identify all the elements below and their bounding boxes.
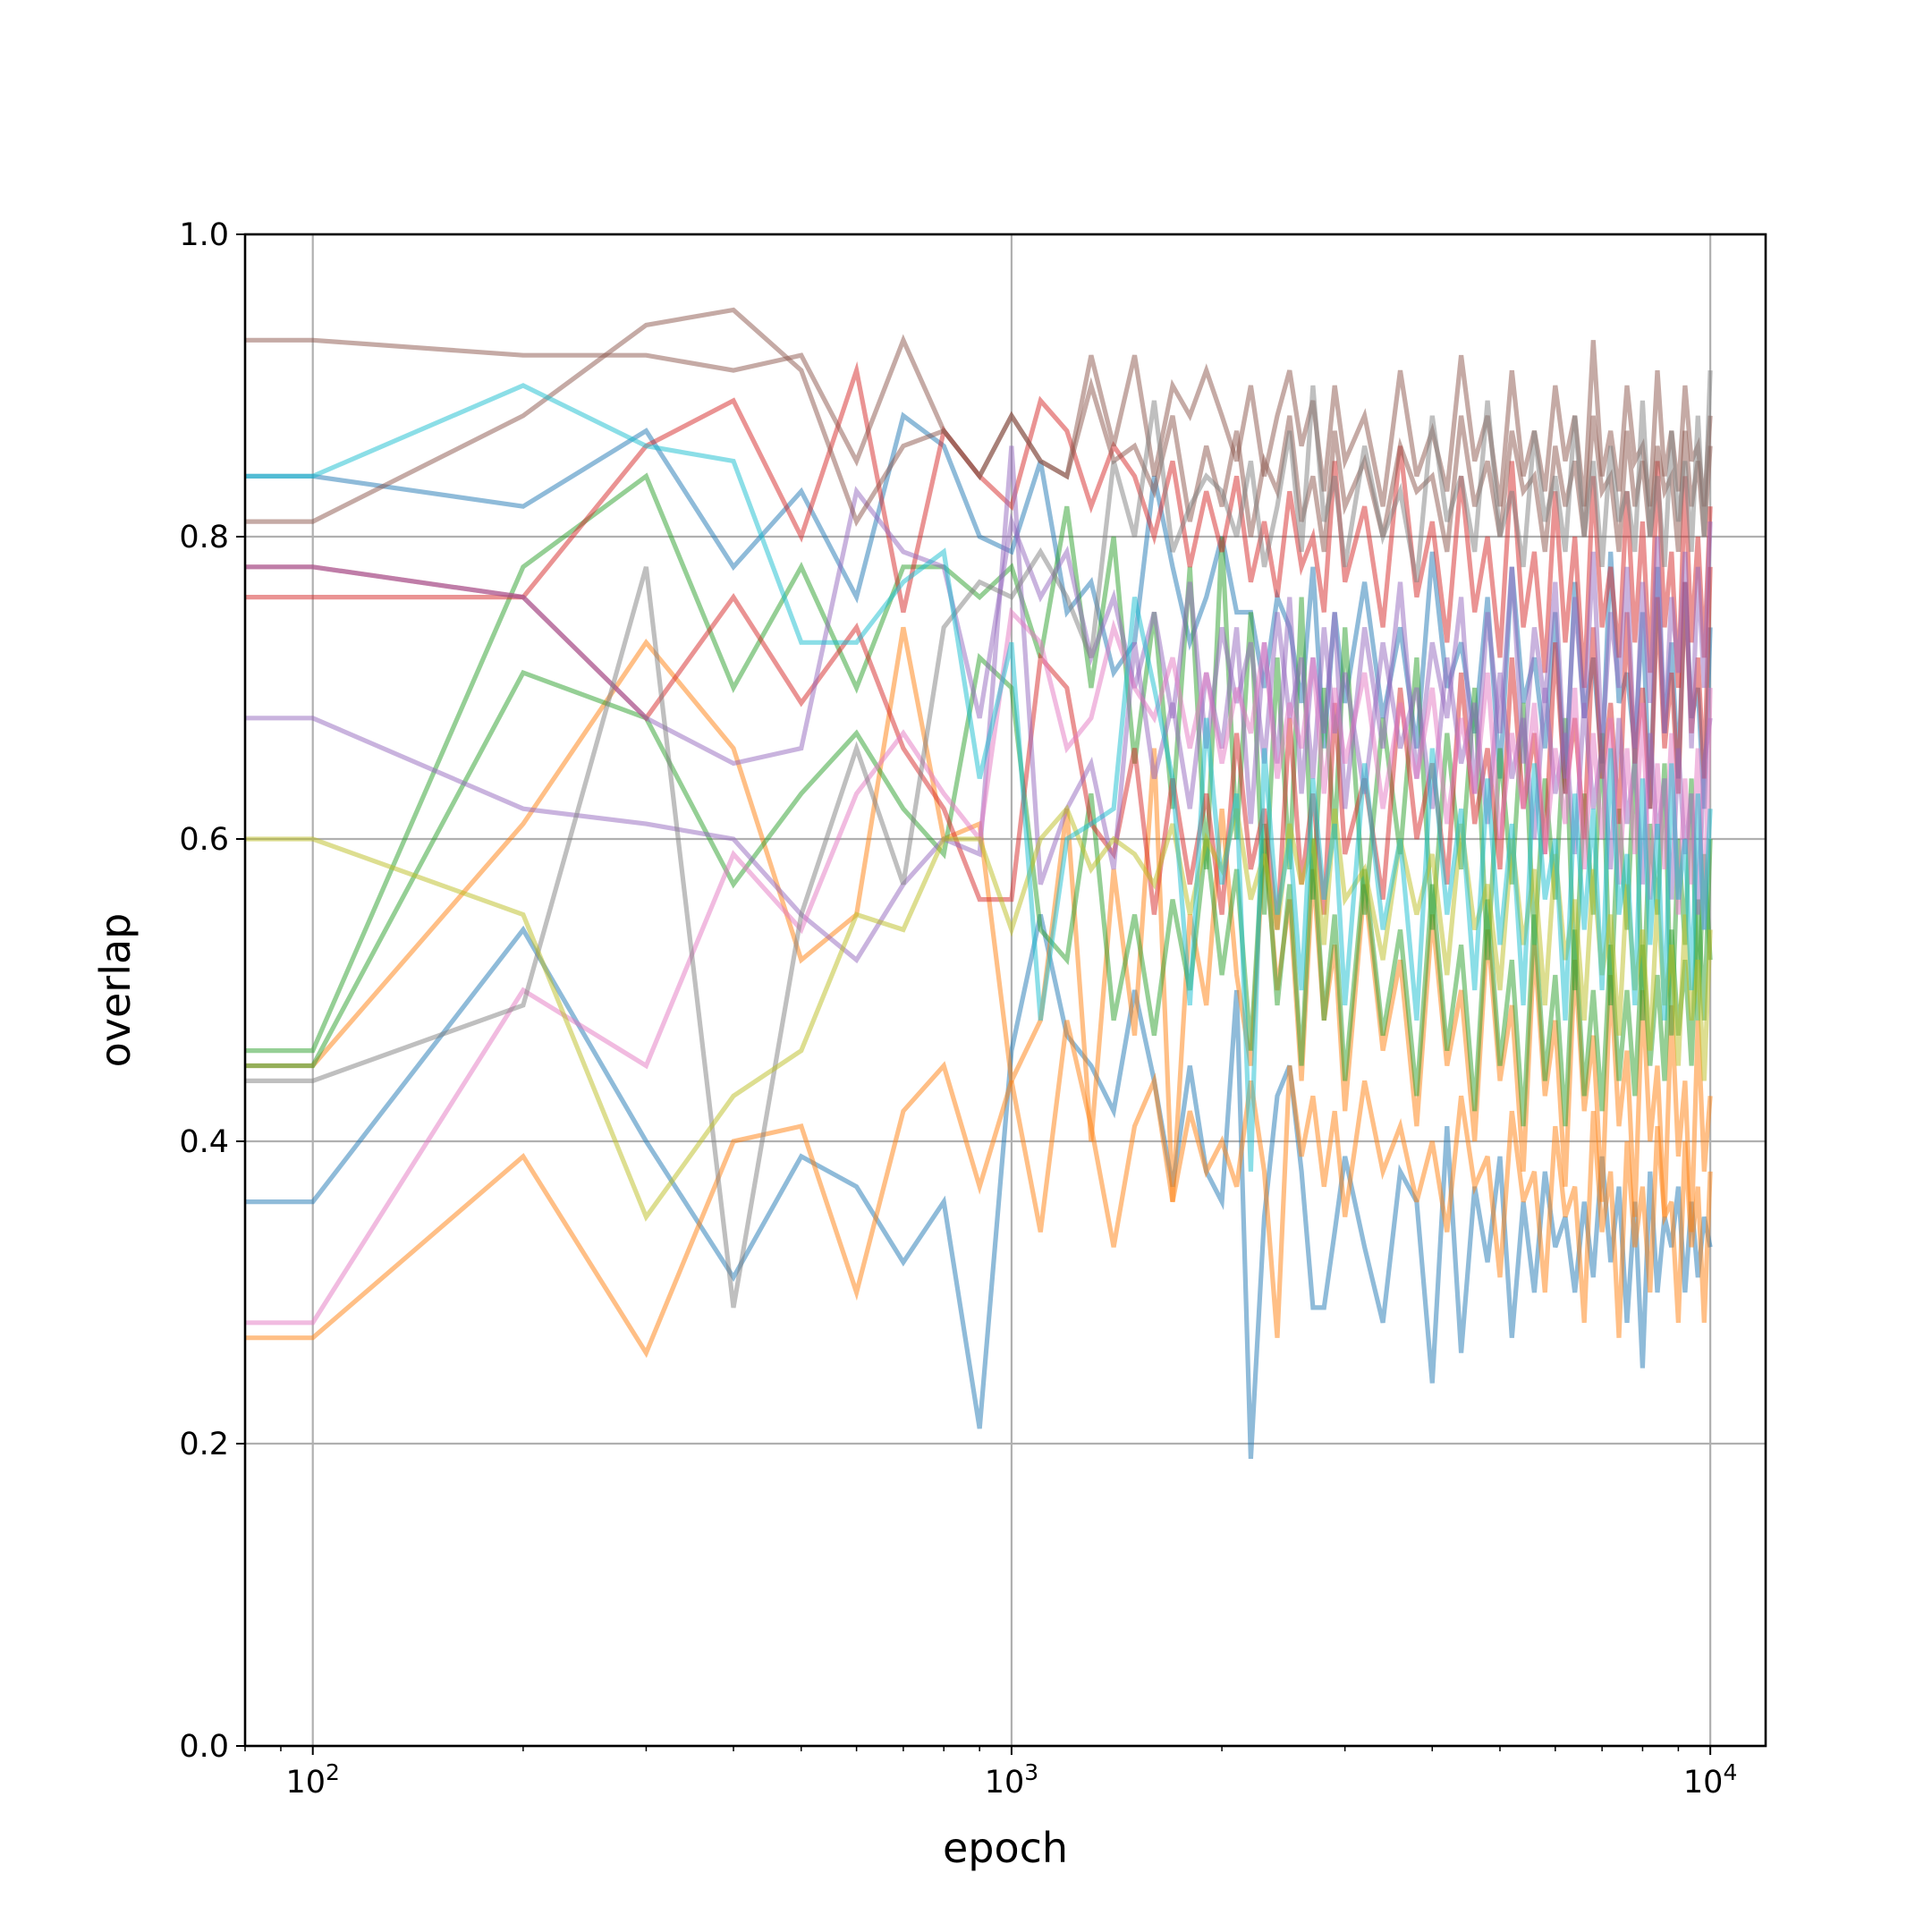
x-tick-label: 103 bbox=[985, 1759, 1038, 1801]
series-line-16 bbox=[245, 383, 1713, 1172]
y-tick-label: 1.0 bbox=[179, 217, 229, 253]
y-axis-label: overlap bbox=[91, 913, 140, 1068]
series-line-13 bbox=[245, 606, 1713, 1326]
series-line-7 bbox=[245, 360, 1713, 689]
series-line-3 bbox=[245, 1020, 1713, 1359]
series-line-4 bbox=[245, 626, 1713, 1233]
y-tick-label: 0.2 bbox=[179, 1427, 229, 1462]
x-axis-label: epoch bbox=[943, 1824, 1068, 1872]
y-tick-label: 0.4 bbox=[179, 1124, 229, 1160]
series-line-6 bbox=[245, 653, 1713, 1127]
series-line-10 bbox=[245, 445, 1713, 964]
x-tick-label: 104 bbox=[1683, 1759, 1737, 1801]
y-tick-label: 0.8 bbox=[179, 520, 229, 555]
axis-ticks: 0.0 0.2 0.4 0.6 0.8 1.0 102 103 104 bbox=[179, 217, 1737, 1801]
plot-area-frame bbox=[243, 233, 1767, 1748]
y-tick-label: 0.6 bbox=[179, 822, 229, 858]
series-line-15 bbox=[245, 804, 1713, 1222]
y-tick-label: 0.0 bbox=[179, 1729, 229, 1765]
series-line-14 bbox=[245, 370, 1713, 1309]
x-tick-label: 102 bbox=[285, 1759, 339, 1801]
series-lines bbox=[245, 307, 1713, 1460]
